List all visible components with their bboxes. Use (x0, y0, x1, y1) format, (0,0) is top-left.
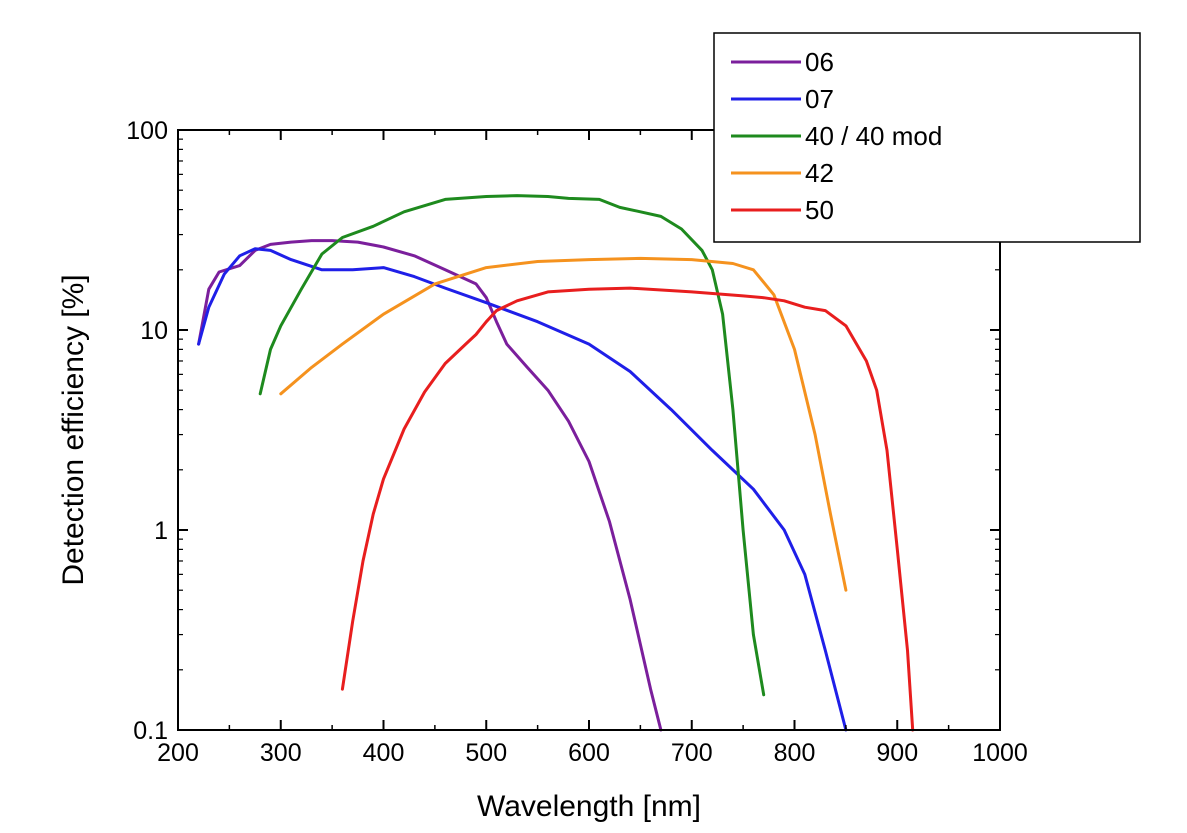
ticks-layer: 200 300 400 500 600 700 800 900 1000 0.1 1 10 100 (126, 117, 1028, 767)
series-line-2 (197, 247, 848, 732)
y-tick-label: 0.1 (133, 717, 168, 745)
y-tick-label: 100 (126, 117, 168, 145)
legend-label-3: 40 / 40 mod (805, 121, 942, 151)
legend-label-4: 42 (805, 158, 834, 188)
x-tick-label: 1000 (972, 739, 1028, 767)
x-tick-label: 300 (260, 739, 302, 767)
y-tick-label: 1 (154, 517, 168, 545)
x-tick-label: 900 (876, 739, 918, 767)
series-line-1 (197, 239, 663, 732)
x-axis-title: Wavelength [nm] (477, 790, 701, 823)
legend-items: 06 07 40 / 40 mod 42 50 (731, 47, 942, 225)
series-line-5 (340, 286, 915, 732)
series-line-3 (258, 194, 766, 697)
x-tick-label: 800 (774, 739, 816, 767)
y-axis-title: Detection efficiency [%] (57, 274, 90, 585)
x-tick-label: 200 (157, 739, 199, 767)
series-layer (197, 194, 915, 732)
plot-area: 200 300 400 500 600 700 800 900 1000 0.1 1 10 100 (126, 117, 1028, 767)
series-line-4 (279, 256, 848, 592)
x-tick-label: 400 (363, 739, 405, 767)
x-tick-label: 700 (671, 739, 713, 767)
x-tick-label: 600 (568, 739, 610, 767)
legend-label-5: 50 (805, 195, 834, 225)
y-tick-label: 10 (140, 317, 168, 345)
x-tick-label: 500 (465, 739, 507, 767)
legend: 06 07 40 / 40 mod 42 50 (713, 32, 1141, 243)
legend-label-2: 07 (805, 84, 834, 114)
legend-label-1: 06 (805, 47, 834, 77)
